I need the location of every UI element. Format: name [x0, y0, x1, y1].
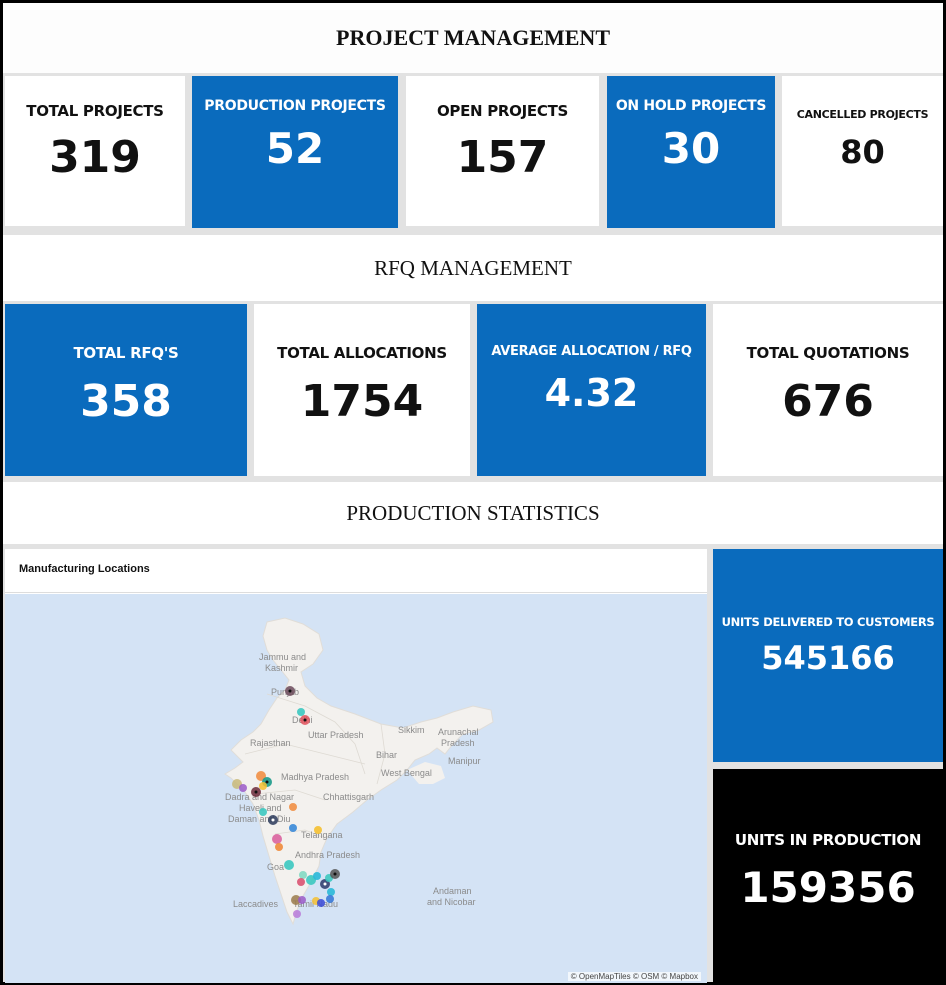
- svg-text:Manipur: Manipur: [448, 756, 481, 766]
- svg-text:Andhra Pradesh: Andhra Pradesh: [295, 850, 360, 860]
- card-label: TOTAL QUOTATIONS: [746, 344, 910, 362]
- card-label: CANCELLED PROJECTS: [796, 108, 929, 121]
- card-value: 358: [80, 376, 172, 427]
- production-statistics-title: PRODUCTION STATISTICS: [3, 482, 943, 544]
- svg-text:Andaman: Andaman: [433, 886, 472, 896]
- card-value: 4.32: [544, 371, 639, 415]
- svg-text:Kashmir: Kashmir: [265, 663, 298, 673]
- location-markers: [232, 686, 340, 918]
- card-label: TOTAL RFQ'S: [73, 344, 179, 362]
- svg-text:Chhattisgarh: Chhattisgarh: [323, 792, 374, 802]
- svg-text:Punjab: Punjab: [271, 687, 299, 697]
- svg-text:Jammu and: Jammu and: [259, 652, 306, 662]
- svg-text:Pradesh: Pradesh: [441, 738, 475, 748]
- total-quotations-card[interactable]: TOTAL QUOTATIONS 676: [713, 304, 943, 476]
- project-management-title: PROJECT MANAGEMENT: [3, 3, 943, 73]
- dashboard: PROJECT MANAGEMENT TOTAL PROJECTS 319 PR…: [3, 3, 943, 983]
- on-hold-projects-card[interactable]: ON HOLD PROJECTS 30: [607, 76, 775, 228]
- card-label: AVERAGE ALLOCATION / RFQ: [491, 344, 692, 359]
- svg-text:Arunachal: Arunachal: [438, 727, 479, 737]
- svg-text:Madhya Pradesh: Madhya Pradesh: [281, 772, 349, 782]
- svg-text:Sikkim: Sikkim: [398, 725, 425, 735]
- map-header: Manufacturing Locations: [5, 549, 707, 593]
- card-label: TOTAL ALLOCATIONS: [277, 344, 447, 362]
- svg-text:Laccadives: Laccadives: [233, 899, 279, 909]
- svg-text:Rajasthan: Rajasthan: [250, 738, 291, 748]
- card-value: 80: [840, 133, 885, 171]
- svg-text:Daman and Diu: Daman and Diu: [228, 814, 291, 824]
- card-label: UNITS IN PRODUCTION: [734, 831, 922, 849]
- card-value: 545166: [761, 639, 895, 677]
- svg-text:and Nicobar: and Nicobar: [427, 897, 476, 907]
- svg-text:Dadra and Nagar: Dadra and Nagar: [225, 792, 294, 802]
- card-value: 676: [782, 376, 874, 427]
- card-value: 319: [49, 132, 141, 183]
- svg-text:Uttar Pradesh: Uttar Pradesh: [308, 730, 364, 740]
- svg-text:Telangana: Telangana: [301, 830, 343, 840]
- units-in-production-card[interactable]: UNITS IN PRODUCTION 159356: [713, 769, 943, 982]
- card-value: 157: [456, 132, 549, 183]
- total-rfqs-card[interactable]: TOTAL RFQ'S 358: [5, 304, 247, 476]
- card-label: PRODUCTION PROJECTS: [204, 98, 386, 114]
- map-title: Manufacturing Locations: [19, 563, 150, 575]
- svg-text:Goa: Goa: [267, 862, 284, 872]
- card-label: UNITS DELIVERED TO CUSTOMERS: [721, 615, 935, 629]
- svg-text:West Bengal: West Bengal: [381, 768, 432, 778]
- card-label: OPEN PROJECTS: [436, 102, 569, 120]
- total-projects-card[interactable]: TOTAL PROJECTS 319: [5, 76, 185, 226]
- map-attribution[interactable]: © OpenMapTiles © OSM © Mapbox: [567, 972, 701, 981]
- cancelled-projects-card[interactable]: CANCELLED PROJECTS 80: [782, 76, 943, 226]
- rfq-management-title: RFQ MANAGEMENT: [3, 235, 943, 301]
- svg-text:Bihar: Bihar: [376, 750, 397, 760]
- open-projects-card[interactable]: OPEN PROJECTS 157: [406, 76, 599, 226]
- card-value: 52: [265, 124, 325, 173]
- manufacturing-locations-panel: Manufacturing Locations Jammu and Kashmi…: [5, 549, 707, 983]
- units-delivered-card[interactable]: UNITS DELIVERED TO CUSTOMERS 545166: [713, 549, 943, 762]
- card-value: 30: [661, 124, 721, 173]
- svg-text:Haveli and: Haveli and: [239, 803, 282, 813]
- india-map-graphic: Jammu and Kashmir Punjab Delhi Uttar Pra…: [224, 617, 494, 926]
- total-allocations-card[interactable]: TOTAL ALLOCATIONS 1754: [254, 304, 470, 476]
- india-map[interactable]: Jammu and Kashmir Punjab Delhi Uttar Pra…: [5, 594, 707, 983]
- card-value: 1754: [300, 376, 424, 427]
- average-allocation-card[interactable]: AVERAGE ALLOCATION / RFQ 4.32: [477, 304, 706, 476]
- production-projects-card[interactable]: PRODUCTION PROJECTS 52: [192, 76, 398, 228]
- card-value: 159356: [740, 863, 916, 912]
- card-label: ON HOLD PROJECTS: [615, 98, 767, 114]
- card-label: TOTAL PROJECTS: [26, 102, 164, 120]
